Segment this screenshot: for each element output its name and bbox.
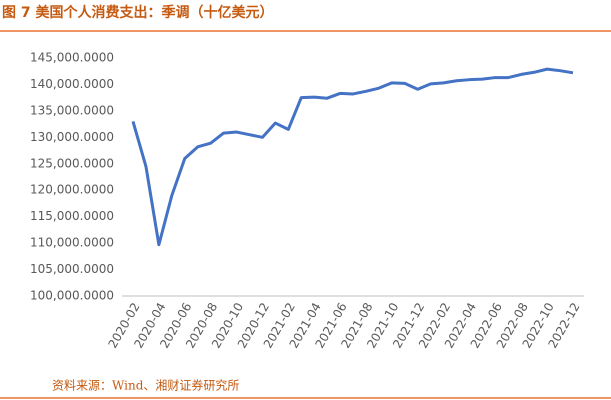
y-tick-label: 110,000.0000 bbox=[30, 236, 114, 250]
y-tick-label: 125,000.0000 bbox=[30, 156, 114, 170]
y-tick-label: 120,000.0000 bbox=[30, 183, 114, 197]
y-tick-label: 135,000.0000 bbox=[30, 103, 114, 117]
y-tick-label: 140,000.0000 bbox=[30, 77, 114, 91]
source-note: 资料来源：Wind、湘财证券研究所 bbox=[52, 378, 239, 393]
y-tick-label: 100,000.0000 bbox=[30, 289, 114, 303]
y-tick-label: 105,000.0000 bbox=[30, 262, 114, 276]
y-tick-label: 130,000.0000 bbox=[30, 130, 114, 144]
chart-title: 图 7 美国个人消费支出：季调（十亿美元） bbox=[2, 4, 274, 21]
y-tick-label: 145,000.0000 bbox=[30, 51, 114, 65]
line-series bbox=[131, 67, 574, 247]
y-tick-label: 115,000.0000 bbox=[30, 209, 114, 223]
